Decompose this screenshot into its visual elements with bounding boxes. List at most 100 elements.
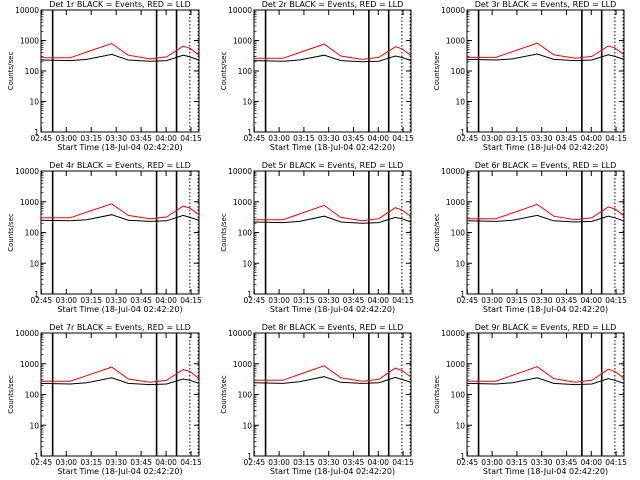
y-tick-label: 1 — [247, 452, 252, 461]
x-tick-label: 04:00 — [367, 134, 389, 143]
x-tick-label: 03:45 — [130, 134, 152, 143]
x-tick-label: 03:45 — [343, 296, 365, 305]
y-tick-label: 1 — [34, 128, 39, 137]
lld-series-line — [254, 43, 412, 60]
x-tick-label: 03:00 — [268, 296, 290, 305]
x-tick-label: 04:00 — [367, 458, 389, 467]
y-tick-label: 1 — [247, 128, 252, 137]
plot-frame — [40, 332, 200, 457]
y-tick-label: 10000 — [228, 6, 252, 15]
y-axis-label: Counts/sec — [7, 213, 15, 252]
x-tick-label: 03:45 — [556, 458, 578, 467]
lld-series-line — [41, 203, 200, 220]
y-axis-label: Counts/sec — [220, 52, 228, 91]
plot-frame — [253, 332, 412, 457]
x-axis-label: Start Time (18-Jul-04 02:42:20) — [270, 305, 395, 314]
y-tick-label: 1000 — [20, 37, 39, 46]
x-tick-label: 03:45 — [130, 296, 152, 305]
y-tick-label: 10000 — [228, 329, 252, 338]
x-axis-label: Start Time (18-Jul-04 02:42:20) — [57, 305, 182, 314]
y-tick-label: 1 — [34, 452, 39, 461]
panel-title: Det 6r BLACK = Events, RED = LLD — [475, 161, 617, 170]
x-tick-label: 03:30 — [105, 458, 127, 467]
lld-series-line — [467, 366, 625, 383]
panel-title: Det 4r BLACK = Events, RED = LLD — [49, 161, 191, 170]
y-axis-label: Counts/sec — [220, 375, 228, 414]
x-tick-label: 03:00 — [55, 296, 77, 305]
x-tick-label: 04:15 — [180, 458, 202, 467]
y-axis-label: Counts/sec — [433, 213, 441, 252]
x-tick-label: 03:30 — [318, 458, 340, 467]
x-tick-label: 03:15 — [293, 134, 315, 143]
x-tick-label: 03:45 — [556, 134, 578, 143]
events-series-line — [40, 53, 200, 62]
events-series-line — [253, 215, 412, 224]
x-tick-label: 03:15 — [506, 296, 528, 305]
y-tick-label: 10000 — [15, 167, 39, 176]
x-tick-label: 03:30 — [105, 134, 127, 143]
lld-series-line — [41, 42, 200, 60]
y-tick-label: 10 — [455, 421, 465, 430]
x-tick-label: 03:30 — [531, 296, 553, 305]
x-tick-label: 03:00 — [481, 134, 503, 143]
x-tick-label: 02:45 — [244, 296, 266, 305]
panel-det-5r: Det 5r BLACK = Events, RED = LLD 1 10 100 10… — [220, 161, 414, 314]
y-tick-label: 1 — [34, 290, 39, 299]
panel-det-4r: Det 4r BLACK = Events, RED = LLD 1 10 100 10… — [7, 161, 202, 314]
lld-series-line — [254, 365, 412, 382]
panel-det-3r: Det 3r BLACK = Events, RED = LLD 1 10 100 10… — [433, 0, 627, 152]
events-series-line — [253, 54, 412, 63]
x-axis-label: Start Time (18-Jul-04 02:42:20) — [270, 143, 395, 152]
panel-title: Det 2r BLACK = Events, RED = LLD — [262, 0, 404, 9]
plot-frame — [466, 332, 625, 457]
y-tick-label: 10000 — [441, 167, 465, 176]
y-axis-label: Counts/sec — [433, 375, 441, 414]
plot-frame — [40, 170, 200, 295]
y-tick-label: 1000 — [446, 37, 465, 46]
x-tick-label: 02:45 — [31, 296, 53, 305]
x-tick-label: 02:45 — [31, 458, 53, 467]
lld-series-line — [254, 204, 412, 222]
y-axis-label: Counts/sec — [220, 213, 228, 252]
lld-series-line — [467, 203, 625, 221]
y-tick-label: 1 — [460, 128, 465, 137]
events-series-line — [466, 377, 625, 386]
x-axis-label: Start Time (18-Jul-04 02:42:20) — [57, 467, 182, 476]
x-tick-label: 04:00 — [580, 134, 602, 143]
y-tick-label: 1000 — [446, 198, 465, 207]
y-tick-label: 10000 — [441, 6, 465, 15]
y-tick-label: 1 — [460, 290, 465, 299]
x-tick-label: 02:45 — [457, 134, 479, 143]
x-tick-label: 03:15 — [80, 458, 102, 467]
x-tick-label: 03:45 — [343, 134, 365, 143]
x-axis-label: Start Time (18-Jul-04 02:42:20) — [483, 143, 608, 152]
y-tick-label: 1000 — [20, 198, 39, 207]
events-series-line — [466, 53, 625, 62]
panel-det-6r: Det 6r BLACK = Events, RED = LLD 1 10 100 10… — [433, 161, 627, 314]
x-tick-label: 02:45 — [457, 296, 479, 305]
events-series-line — [40, 377, 200, 386]
plot-frame — [40, 9, 200, 133]
panel-title: Det 8r BLACK = Events, RED = LLD — [262, 323, 404, 332]
x-tick-label: 04:00 — [580, 458, 602, 467]
x-tick-label: 03:15 — [506, 134, 528, 143]
lld-series-line — [41, 366, 200, 383]
x-tick-label: 03:00 — [481, 296, 503, 305]
x-tick-label: 03:45 — [343, 458, 365, 467]
y-tick-label: 1 — [460, 452, 465, 461]
y-tick-label: 10 — [242, 259, 252, 268]
y-tick-label: 10 — [242, 98, 252, 107]
events-series-line — [40, 214, 200, 222]
x-tick-label: 04:15 — [605, 296, 627, 305]
lld-series-line — [467, 42, 625, 59]
y-tick-label: 100 — [238, 229, 253, 238]
x-tick-label: 03:45 — [556, 296, 578, 305]
x-tick-label: 03:15 — [80, 296, 102, 305]
panel-title: Det 7r BLACK = Events, RED = LLD — [49, 323, 191, 332]
x-tick-label: 04:15 — [180, 134, 202, 143]
x-tick-label: 03:30 — [318, 296, 340, 305]
y-tick-label: 10 — [242, 421, 252, 430]
x-tick-label: 04:15 — [392, 296, 414, 305]
plot-frame — [253, 9, 412, 133]
x-tick-label: 03:45 — [130, 458, 152, 467]
